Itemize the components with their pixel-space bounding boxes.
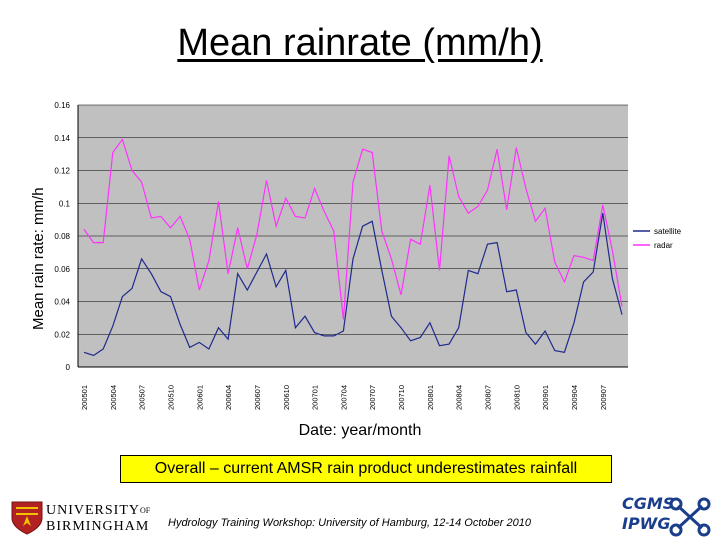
legend: satellite radar xyxy=(633,227,682,250)
y-tick-label: 0 xyxy=(66,363,71,372)
cgms-logo-text: CGMS xyxy=(622,494,675,513)
x-tick-label: 200810 xyxy=(512,385,521,410)
x-tick-label: 200604 xyxy=(224,385,233,410)
x-tick-label: 200807 xyxy=(484,385,493,410)
legend-label-satellite: satellite xyxy=(654,227,682,236)
x-tick-label: 200504 xyxy=(109,385,118,410)
series-lines xyxy=(83,138,623,357)
x-tick-label: 200610 xyxy=(282,385,291,410)
x-tick-label: 200607 xyxy=(253,385,262,410)
y-tick-label: 0.12 xyxy=(54,167,70,176)
series-line-radar xyxy=(83,138,623,320)
y-tick-label: 0.14 xyxy=(54,134,70,143)
highlight-note: Overall – current AMSR rain product unde… xyxy=(120,455,612,483)
y-tick-labels: 0 0.02 0.04 0.06 0.08 0.1 0.12 0.14 0.16 xyxy=(54,101,70,372)
gridlines xyxy=(77,104,628,368)
x-tick-labels: 200501 200504 200507 200510 200601 200604 2006… xyxy=(80,385,608,410)
x-tick-label: 200901 xyxy=(541,385,550,410)
x-tick-label: 200510 xyxy=(166,385,175,410)
x-tick-label: 200701 xyxy=(311,385,320,410)
x-tick-label: 200804 xyxy=(455,385,464,410)
x-tick-label: 200707 xyxy=(368,385,377,410)
y-axis-label: Mean rain rate: mm/h xyxy=(30,187,47,330)
y-tick-label: 0.04 xyxy=(54,298,70,307)
x-axis-label: Date: year/month xyxy=(298,422,422,439)
legend-label-radar: radar xyxy=(654,241,673,250)
x-tick-label: 200801 xyxy=(426,385,435,410)
x-tick-label: 200907 xyxy=(599,385,608,410)
cgms-ipwg-logo: CGMS IPWG xyxy=(622,494,674,534)
y-tick-label: 0.1 xyxy=(59,199,71,208)
y-tick-label: 0.08 xyxy=(54,232,70,241)
footer-text: Hydrology Training Workshop: University … xyxy=(168,517,531,529)
x-tick-label: 200601 xyxy=(195,385,204,410)
y-tick-label: 0.02 xyxy=(54,330,70,339)
series-line-satellite xyxy=(83,213,623,357)
network-icon xyxy=(669,497,711,537)
university-logo-of: OF xyxy=(140,506,151,515)
y-tick-label: 0.06 xyxy=(54,265,70,274)
y-tick-label: 0.16 xyxy=(54,101,70,110)
x-tick-label: 200507 xyxy=(138,385,147,410)
university-crest-icon xyxy=(11,501,43,535)
x-tick-label: 200710 xyxy=(397,385,406,410)
x-tick-label: 200501 xyxy=(80,385,89,410)
slide-title: Mean rainrate (mm/h) xyxy=(177,22,543,64)
university-logo-line1: UNIVERSITY xyxy=(46,503,140,518)
university-logo-line2: BIRMINGHAM xyxy=(46,519,150,534)
x-tick-label: 200904 xyxy=(570,385,579,410)
ipwg-logo-text: IPWG xyxy=(622,514,671,533)
university-logo-text: UNIVERSITYOF BIRMINGHAM xyxy=(46,503,150,535)
x-tick-label: 200704 xyxy=(339,385,348,410)
